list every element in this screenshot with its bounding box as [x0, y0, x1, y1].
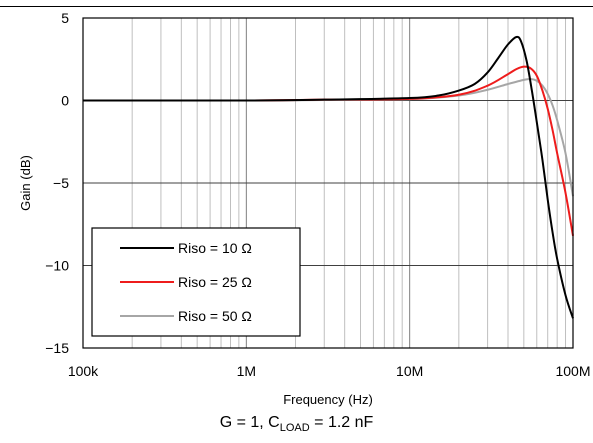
x-axis-label: Frequency (Hz) [283, 392, 373, 407]
chart-caption: G = 1, CLOAD = 1.2 nF [0, 414, 593, 434]
legend-label: Riso = 10 Ω [178, 240, 252, 256]
x-tick-label: 100M [555, 363, 590, 379]
plot-frame [82, 17, 574, 349]
x-tick-label: 1M [237, 363, 256, 379]
y-axis-label: Gain (dB) [18, 155, 33, 211]
series-line-10-ohm [82, 35, 574, 319]
series-line-25-ohm [82, 65, 574, 236]
legend-label: Riso = 50 Ω [178, 308, 252, 324]
caption-prefix: G = 1, C [219, 414, 280, 431]
legend-label: Riso = 25 Ω [178, 274, 252, 290]
y-tick-label: −15 [45, 340, 69, 356]
top-rule [0, 6, 593, 7]
series-lines [82, 35, 574, 319]
y-tick-label: −5 [53, 175, 69, 191]
caption-subscript: LOAD [279, 422, 310, 435]
series-line-50-ohm [82, 78, 574, 197]
x-tick-label: 10M [396, 363, 423, 379]
legend: Riso = 10 Ω Riso = 25 Ω Riso = 50 Ω [91, 227, 301, 337]
tick-labels: 100k 1M 10M 100M 5 0 −5 −10 −15 [45, 10, 590, 379]
x-tick-label: 100k [68, 363, 99, 379]
legend-item: Riso = 50 Ω [120, 308, 252, 324]
y-tick-label: 0 [61, 93, 69, 109]
legend-item: Riso = 10 Ω [120, 240, 252, 256]
y-tick-label: 5 [61, 10, 69, 26]
caption-suffix: = 1.2 nF [309, 414, 374, 431]
y-tick-label: −10 [45, 258, 69, 274]
legend-item: Riso = 25 Ω [120, 274, 252, 290]
